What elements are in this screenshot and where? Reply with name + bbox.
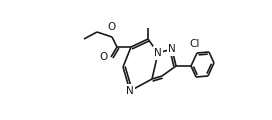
Text: O: O [100, 52, 108, 62]
Text: N: N [168, 44, 176, 54]
Text: N: N [154, 48, 162, 58]
Text: Cl: Cl [190, 39, 200, 49]
Text: N: N [126, 86, 134, 96]
Text: O: O [108, 22, 116, 32]
